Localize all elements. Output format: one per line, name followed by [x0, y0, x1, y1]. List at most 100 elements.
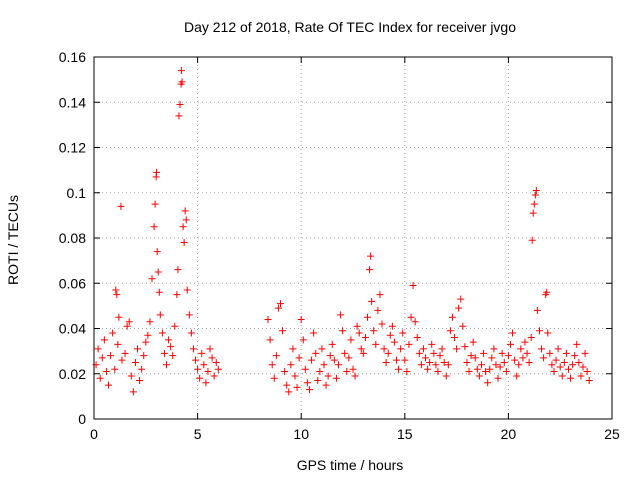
data-point: [378, 320, 386, 328]
data-point: [312, 349, 320, 357]
data-point: [533, 306, 541, 314]
data-point: [176, 101, 184, 109]
data-point: [94, 345, 102, 353]
data-point: [475, 372, 483, 380]
data-point: [202, 379, 210, 387]
data-point: [146, 318, 154, 326]
data-point: [569, 361, 577, 369]
data-point: [322, 381, 330, 389]
data-point: [359, 349, 367, 357]
data-point: [326, 352, 334, 360]
data-point: [285, 388, 293, 396]
data-point: [351, 372, 359, 380]
data-point: [151, 200, 159, 208]
data-point: [372, 340, 380, 348]
data-point: [442, 372, 450, 380]
data-point: [438, 345, 446, 353]
data-point: [121, 349, 129, 357]
data-point: [390, 338, 398, 346]
data-point: [488, 354, 496, 362]
data-point: [308, 356, 316, 364]
x-axis-ticks: 0 5 10 15 20 25: [90, 57, 620, 442]
data-point: [341, 349, 349, 357]
data-point: [543, 288, 551, 296]
data-point: [158, 329, 166, 337]
data-point: [446, 327, 454, 335]
data-point: [113, 291, 121, 299]
data-point: [276, 300, 284, 308]
data-point: [144, 331, 152, 339]
data-point: [303, 379, 311, 387]
data-point: [440, 358, 448, 366]
data-point: [411, 318, 419, 326]
data-point: [399, 329, 407, 337]
data-point: [115, 313, 123, 321]
data-point: [100, 336, 108, 344]
data-point: [134, 345, 142, 353]
data-point: [422, 354, 430, 362]
data-point: [397, 345, 405, 353]
x-tick-label: 15: [397, 426, 413, 442]
data-point: [279, 327, 287, 335]
data-point: [175, 112, 183, 120]
data-point: [519, 354, 527, 362]
data-point: [185, 311, 193, 319]
data-point: [183, 286, 191, 294]
data-point: [182, 216, 190, 224]
data-point: [112, 286, 120, 294]
data-point: [469, 338, 477, 346]
data-point: [459, 322, 467, 330]
data-point: [148, 275, 156, 283]
data-point: [509, 329, 517, 337]
data-point: [370, 327, 378, 335]
data-point: [287, 361, 295, 369]
data-point: [208, 354, 216, 362]
data-point: [573, 340, 581, 348]
data-point: [156, 311, 164, 319]
data-point: [504, 352, 512, 360]
data-point: [204, 367, 212, 375]
data-point: [194, 365, 202, 373]
data-point: [461, 343, 469, 351]
data-point: [328, 340, 336, 348]
data-point: [506, 340, 514, 348]
data-point: [270, 374, 278, 382]
data-point: [403, 367, 411, 375]
data-point: [455, 304, 463, 312]
data-point: [498, 349, 506, 357]
data-point: [153, 248, 161, 256]
data-point: [413, 334, 421, 342]
data-point: [532, 186, 540, 194]
data-point: [451, 334, 459, 342]
data-point: [109, 329, 117, 337]
data-point: [548, 361, 556, 369]
data-point: [490, 345, 498, 353]
data-point: [337, 311, 345, 319]
x-tick-label: 25: [604, 426, 620, 442]
data-point: [264, 315, 272, 323]
data-point: [154, 268, 162, 276]
data-point: [579, 363, 587, 371]
data-point: [127, 372, 135, 380]
data-point: [281, 367, 289, 375]
x-tick-label: 5: [194, 426, 202, 442]
data-point: [453, 345, 461, 353]
data-point: [301, 365, 309, 373]
data-point: [502, 367, 510, 375]
data-point: [550, 367, 558, 375]
data-point: [567, 374, 575, 382]
data-point: [334, 361, 342, 369]
data-point: [117, 202, 125, 210]
x-axis-label: GPS time / hours: [297, 457, 404, 473]
data-point: [515, 361, 523, 369]
data-point: [465, 367, 473, 375]
data-point: [538, 345, 546, 353]
data-point: [585, 377, 593, 385]
data-point: [196, 374, 204, 382]
data-point: [424, 365, 432, 373]
data-point: [212, 358, 220, 366]
data-point: [409, 282, 417, 290]
data-point: [426, 358, 434, 366]
data-point: [473, 365, 481, 373]
data-point: [198, 349, 206, 357]
